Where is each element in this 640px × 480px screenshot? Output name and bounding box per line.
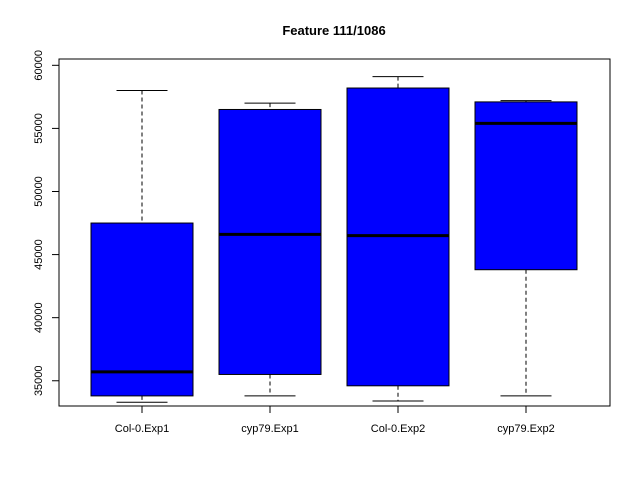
y-tick-label: 55000 <box>33 113 45 144</box>
y-tick-label: 60000 <box>33 50 45 81</box>
y-tick-label: 40000 <box>33 302 45 333</box>
box-Col-0.Exp2 <box>346 76 450 402</box>
box-iqr <box>90 222 194 397</box>
box-Col-0.Exp1 <box>90 90 194 403</box>
chart-title: Feature 111/1086 <box>282 23 385 38</box>
box-cyp79.Exp1 <box>218 102 322 397</box>
y-tick-label: 50000 <box>33 176 45 207</box>
x-tick-label: Col-0.Exp1 <box>115 423 169 435</box>
x-tick-label: cyp79.Exp1 <box>241 423 298 435</box>
box-iqr <box>474 101 578 271</box>
x-tick-label: cyp79.Exp2 <box>497 423 554 435</box>
x-axis: Col-0.Exp1 cyp79.Exp1 Col-0.Exp2 cyp79.Exp2 <box>115 405 555 435</box>
boxes <box>90 76 578 403</box>
y-tick-label: 35000 <box>33 365 45 396</box>
x-tick-label: Col-0.Exp2 <box>371 423 425 435</box>
box-cyp79.Exp2 <box>474 100 578 397</box>
y-axis: 35000 40000 45000 50000 55000 60000 <box>33 50 60 396</box>
y-tick-label: 45000 <box>33 239 45 270</box>
box-iqr <box>218 108 322 375</box>
